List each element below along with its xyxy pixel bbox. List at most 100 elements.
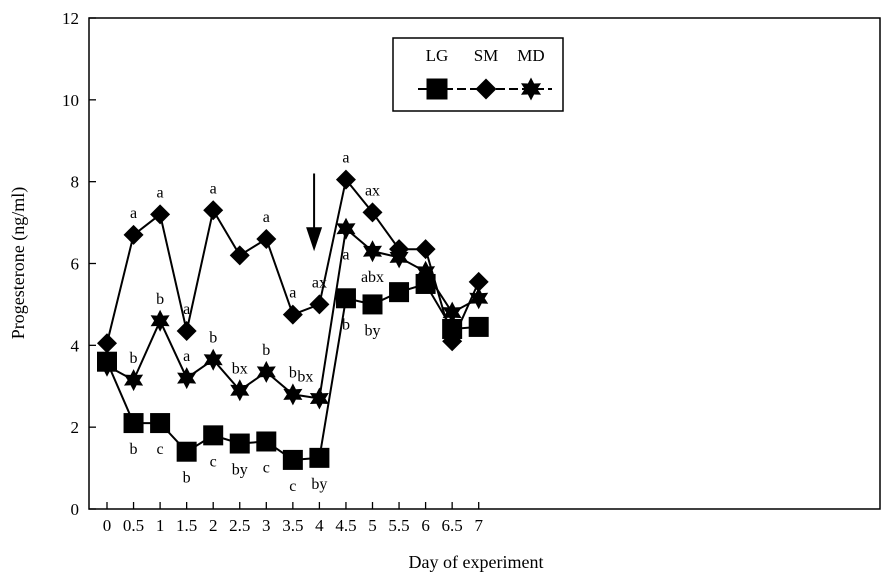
- significance-label: a: [183, 348, 190, 365]
- x-tick-label: 5: [368, 516, 377, 535]
- significance-label: c: [157, 441, 164, 458]
- y-tick-label: 4: [71, 336, 80, 355]
- x-tick-label: 7: [474, 516, 483, 535]
- data-point-md: [203, 348, 223, 371]
- significance-label: bx: [297, 369, 313, 386]
- data-point-sm: [203, 200, 224, 221]
- x-tick-label: 0: [103, 516, 112, 535]
- significance-label: b: [262, 342, 270, 359]
- arrow-head: [306, 227, 323, 252]
- significance-label: a: [210, 180, 217, 197]
- data-point-sm: [229, 245, 250, 266]
- data-point-md: [469, 287, 489, 310]
- data-point-lg: [123, 413, 144, 434]
- data-point-sm: [415, 239, 436, 260]
- significance-label: c: [289, 478, 296, 495]
- data-point-lg: [468, 316, 489, 337]
- significance-label: b: [209, 330, 217, 347]
- x-tick-label: 4.5: [335, 516, 356, 535]
- axis-ticks: 0 0.5 1 1.5 2 2.5 3 3.5 4 4.5 5 5.5 6 6.5 7 0 2 4 6 8 10 12: [62, 9, 483, 535]
- significance-label: ax: [312, 274, 327, 291]
- significance-label: a: [342, 247, 349, 264]
- x-tick-label: 4: [315, 516, 324, 535]
- data-point-lg: [176, 441, 197, 462]
- data-point-md: [336, 217, 356, 240]
- significance-label: by: [232, 462, 248, 479]
- significance-label: a: [157, 184, 164, 201]
- data-point-md: [97, 354, 117, 377]
- data-point-lg: [256, 431, 277, 452]
- significance-label: by: [365, 322, 381, 339]
- data-point-sm: [309, 294, 330, 315]
- significance-label: a: [183, 301, 190, 318]
- significance-label: bx: [232, 360, 248, 377]
- data-point-md: [124, 369, 144, 392]
- significance-label: a: [130, 205, 137, 222]
- legend-label-md: MD: [517, 46, 544, 65]
- data-point-md: [363, 240, 382, 263]
- y-axis-title: Progesterone (ng/ml): [8, 187, 29, 339]
- y-tick-label: 8: [71, 173, 80, 192]
- data-point-lg: [282, 449, 303, 470]
- significance-label: by: [311, 476, 327, 493]
- significance-label: b: [342, 316, 350, 333]
- data-point-lg: [150, 413, 171, 434]
- x-tick-label: 3: [262, 516, 271, 535]
- data-point-md: [177, 367, 197, 390]
- data-point-sm: [176, 321, 197, 342]
- legend: LG SM MD: [392, 37, 564, 112]
- data-point-lg: [335, 288, 356, 309]
- data-point-sm: [335, 169, 356, 190]
- x-tick-label: 2: [209, 516, 218, 535]
- data-point-sm: [362, 202, 383, 223]
- significance-label: c: [263, 459, 270, 476]
- significance-label: abx: [361, 269, 384, 286]
- data-point-lg: [309, 447, 330, 468]
- data-point-sm: [150, 204, 171, 225]
- y-tick-label: 10: [62, 91, 79, 110]
- data-point-sm: [282, 304, 303, 325]
- data-point-md: [230, 379, 250, 402]
- significance-label: c: [210, 453, 217, 470]
- x-tick-label: 3.5: [282, 516, 303, 535]
- significance-label: b: [183, 470, 191, 487]
- data-point-md: [283, 383, 303, 406]
- data-point-sm: [468, 271, 489, 292]
- x-tick-label: 6: [421, 516, 430, 535]
- x-tick-label: 2.5: [229, 516, 250, 535]
- legend-label-lg: LG: [426, 46, 449, 65]
- data-point-md: [442, 301, 462, 324]
- data-point-md: [150, 309, 170, 332]
- significance-label: a: [289, 285, 296, 302]
- data-point-md: [309, 387, 329, 410]
- series-md: [97, 217, 489, 410]
- legend-marker-md: [521, 77, 541, 101]
- significance-label: a: [342, 150, 349, 167]
- legend-box: [392, 37, 564, 112]
- significance-label: ax: [365, 182, 380, 199]
- significance-label: b: [130, 350, 138, 367]
- series-layer: [97, 169, 489, 470]
- x-tick-label: 0.5: [123, 516, 144, 535]
- legend-marker-sm: [475, 78, 497, 100]
- x-tick-label: 1: [156, 516, 165, 535]
- significance-label: a: [263, 209, 270, 226]
- legend-label-sm: SM: [474, 46, 499, 65]
- data-point-sm: [442, 331, 463, 352]
- y-tick-label: 2: [71, 418, 80, 437]
- data-point-lg: [362, 294, 383, 315]
- treatment-arrow: [306, 173, 323, 252]
- data-point-md: [256, 360, 276, 383]
- legend-marker-lg: [426, 78, 448, 100]
- y-tick-label: 6: [71, 255, 80, 274]
- data-point-md: [389, 246, 409, 269]
- x-tick-label: 1.5: [176, 516, 197, 535]
- data-point-sm: [97, 333, 117, 354]
- significance-label: b: [130, 441, 138, 458]
- significance-label: b: [156, 291, 164, 308]
- y-tick-label: 12: [62, 9, 79, 28]
- data-point-sm: [256, 228, 277, 249]
- data-point-lg: [229, 433, 250, 454]
